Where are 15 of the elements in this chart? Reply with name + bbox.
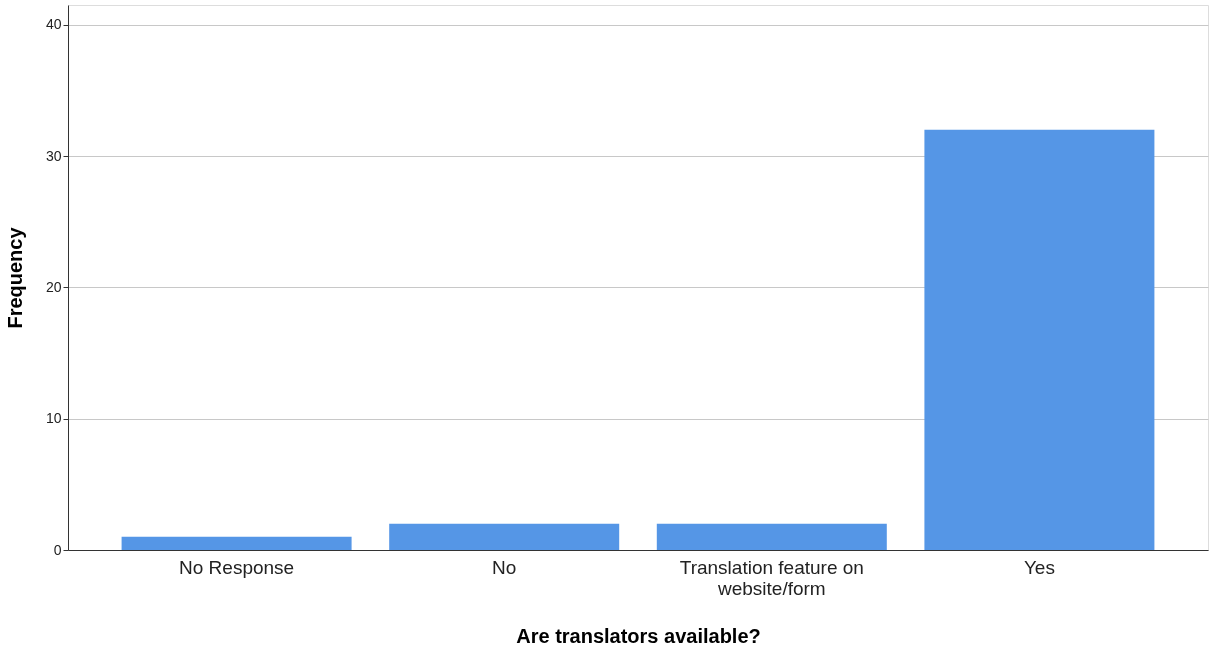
bar bbox=[121, 536, 352, 550]
x-tick-label: Yes bbox=[1023, 556, 1055, 578]
y-tick-label: 40 bbox=[45, 16, 62, 33]
y-axis-title: Frequency bbox=[3, 226, 26, 329]
y-tick-label: 0 bbox=[53, 541, 62, 558]
y-tick-label: 20 bbox=[45, 278, 62, 295]
x-tick-label: Translation feature on website/form bbox=[679, 556, 864, 599]
bar bbox=[389, 523, 620, 550]
bar bbox=[656, 523, 887, 550]
y-tick-label: 10 bbox=[45, 410, 62, 427]
x-axis-title: Are translators available? bbox=[516, 624, 761, 647]
bar bbox=[924, 129, 1155, 550]
x-tick-label: No bbox=[492, 556, 517, 578]
y-tick-label: 30 bbox=[45, 147, 62, 164]
x-tick-label: No Response bbox=[179, 556, 295, 578]
